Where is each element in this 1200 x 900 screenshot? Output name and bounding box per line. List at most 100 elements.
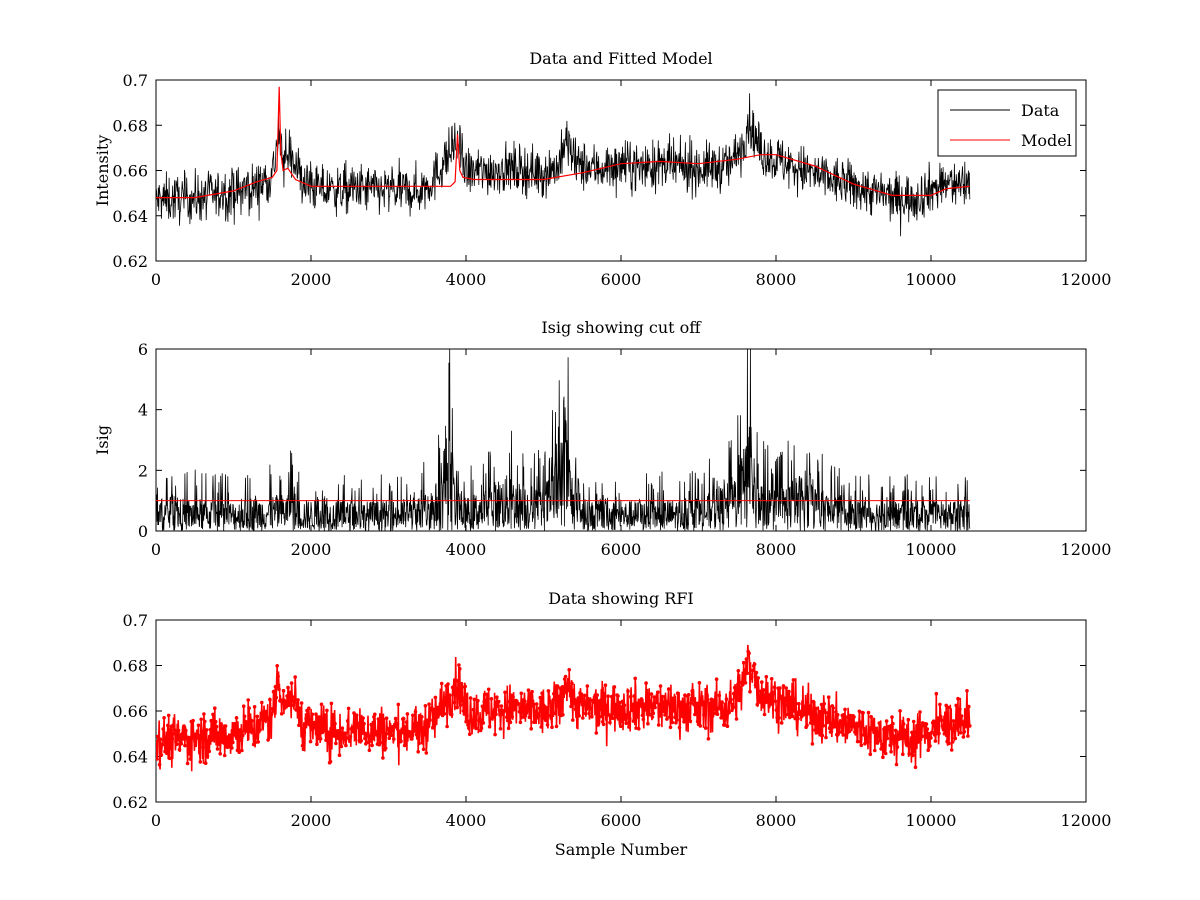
data-point xyxy=(784,686,788,690)
data-point xyxy=(839,730,844,734)
data-point xyxy=(416,750,421,754)
data-point xyxy=(920,734,924,738)
data-point xyxy=(673,715,677,720)
data-point xyxy=(551,709,555,714)
legend-box xyxy=(937,89,1077,157)
x-tick-label: 10000 xyxy=(906,270,957,289)
data-point xyxy=(570,681,574,686)
data-point xyxy=(818,730,823,734)
data-point xyxy=(949,748,954,752)
data-point xyxy=(466,723,470,727)
data-point xyxy=(771,691,776,695)
data-point xyxy=(162,716,166,720)
data-point xyxy=(956,696,960,701)
data-point xyxy=(931,719,936,723)
data-point xyxy=(252,705,257,709)
data-point xyxy=(562,688,566,693)
data-point xyxy=(805,723,809,728)
data-point xyxy=(458,703,463,707)
data-point xyxy=(721,715,725,720)
data-point xyxy=(924,722,929,726)
data-point xyxy=(641,717,646,722)
data-point xyxy=(473,723,478,728)
data-point xyxy=(231,740,235,745)
data-point xyxy=(194,732,198,736)
data-point xyxy=(880,742,884,747)
data-point xyxy=(498,726,503,731)
data-point xyxy=(312,725,317,730)
data-point xyxy=(465,714,469,718)
data-point xyxy=(346,706,351,711)
data-point xyxy=(412,729,417,733)
data-point xyxy=(184,728,188,733)
data-point xyxy=(634,726,638,730)
data-point xyxy=(477,719,482,723)
data-point xyxy=(384,716,389,720)
data-point xyxy=(868,752,873,757)
data-point xyxy=(215,747,220,751)
data-point xyxy=(752,662,757,666)
data-point xyxy=(540,691,544,695)
data-point xyxy=(800,708,805,712)
data-point xyxy=(552,692,556,696)
data-point xyxy=(849,717,854,722)
data-point xyxy=(196,723,201,728)
y-tick-label: 6 xyxy=(138,340,148,359)
data-point xyxy=(881,755,885,759)
data-point xyxy=(911,753,915,758)
data-point xyxy=(553,711,558,716)
data-point xyxy=(755,702,760,707)
data-point xyxy=(549,716,553,720)
data-point xyxy=(603,683,608,687)
data-point xyxy=(175,737,180,742)
x-tick-label: 0 xyxy=(151,270,161,289)
data-point xyxy=(914,730,919,734)
data-point xyxy=(732,685,737,690)
data-point xyxy=(942,731,947,736)
x-tick-label: 4000 xyxy=(446,540,487,559)
data-point xyxy=(723,715,728,720)
data-point xyxy=(625,713,629,717)
data-point xyxy=(199,717,203,722)
data-point xyxy=(611,711,616,716)
data-point xyxy=(250,728,255,732)
data-point xyxy=(883,726,887,730)
data-point xyxy=(692,702,696,707)
data-point xyxy=(211,712,215,717)
data-point xyxy=(411,713,415,718)
data-point xyxy=(701,700,705,704)
data-point xyxy=(565,682,570,687)
data-point xyxy=(654,700,658,705)
data-point xyxy=(337,753,342,757)
data-point xyxy=(173,731,177,736)
data-point xyxy=(487,724,492,729)
data-point xyxy=(694,701,699,706)
data-point xyxy=(544,706,549,710)
data-point xyxy=(962,729,967,734)
data-point xyxy=(824,735,828,740)
data-point xyxy=(628,717,632,721)
data-point xyxy=(699,696,703,701)
data-point xyxy=(323,713,327,717)
data-point xyxy=(917,736,921,740)
data-point xyxy=(597,699,601,703)
data-point xyxy=(523,699,527,704)
data-point xyxy=(967,704,971,709)
data-point xyxy=(503,690,507,695)
data-point xyxy=(952,726,957,731)
data-point xyxy=(737,698,741,703)
data-point xyxy=(275,664,280,668)
data-point xyxy=(715,712,720,716)
data-point xyxy=(637,727,641,731)
data-point xyxy=(670,720,675,725)
data-point xyxy=(813,728,817,732)
data-point xyxy=(195,729,200,733)
data-point xyxy=(663,713,667,717)
data-point xyxy=(796,717,800,721)
data-point xyxy=(295,701,299,706)
data-point xyxy=(889,750,893,754)
x-tick-label: 8000 xyxy=(756,540,797,559)
data-point xyxy=(557,695,562,700)
data-point xyxy=(265,715,270,719)
y-tick-label: 0.64 xyxy=(112,748,148,767)
